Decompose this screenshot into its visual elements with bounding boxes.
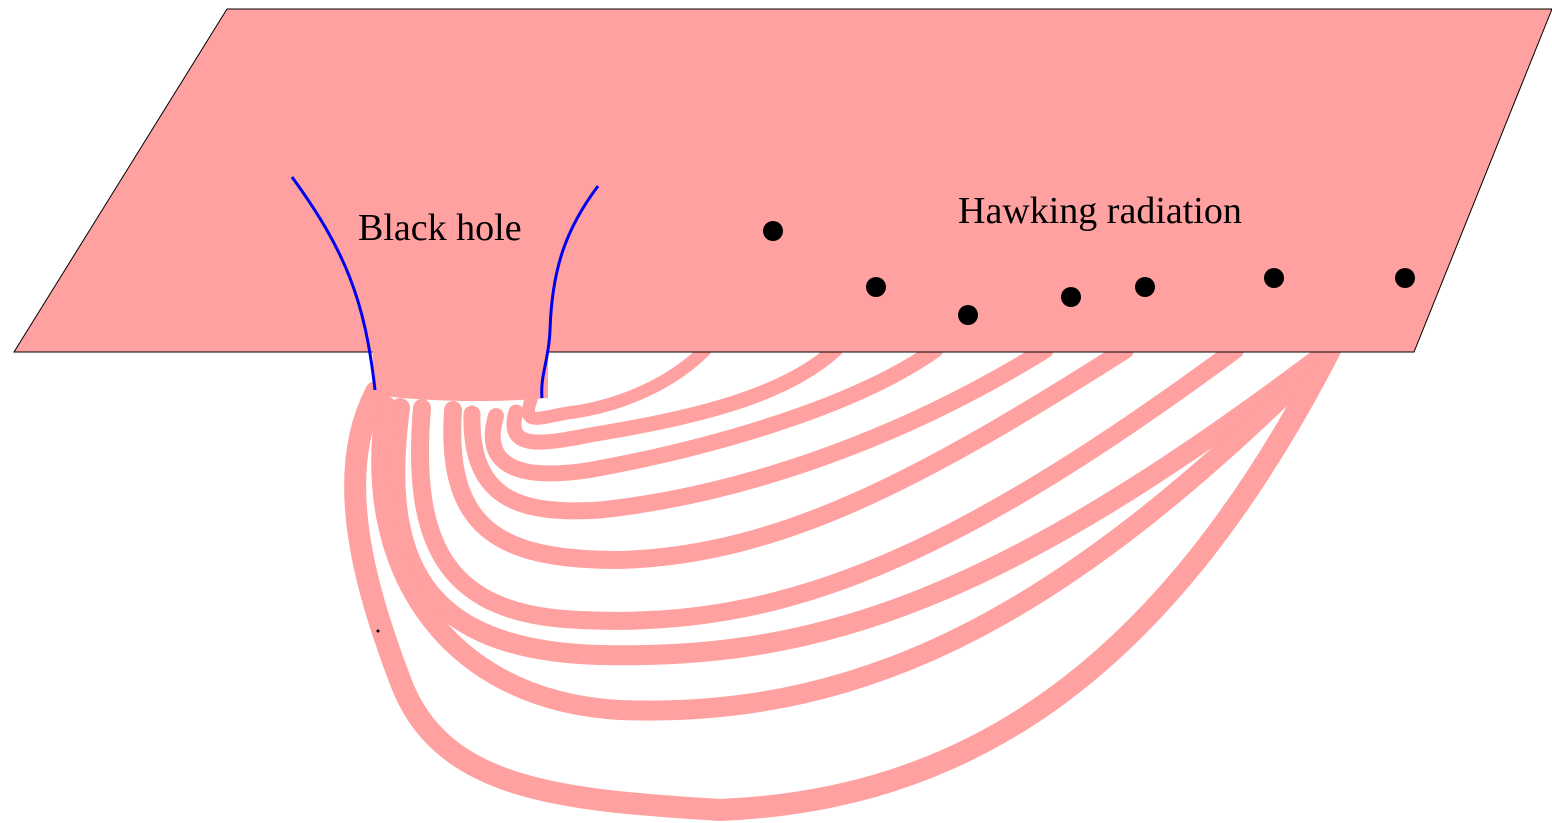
wormhole-tube-8 bbox=[371, 340, 1340, 721]
wormhole-tube-1 bbox=[521, 343, 712, 425]
radiation-particle-2 bbox=[866, 277, 886, 297]
wormhole-tube-3 bbox=[484, 342, 943, 482]
wormhole-tube-9 bbox=[344, 339, 1341, 821]
black-hole-label: Black hole bbox=[358, 207, 522, 249]
radiation-particle-6 bbox=[1264, 268, 1284, 288]
wormhole-tube-4 bbox=[463, 341, 1054, 520]
wormhole-tube-7 bbox=[385, 340, 1340, 666]
radiation-particle-4 bbox=[1061, 287, 1081, 307]
hawking-radiation-label: Hawking radiation bbox=[958, 190, 1242, 232]
wormhole-tubes bbox=[344, 339, 1341, 821]
wormhole-tube-2 bbox=[506, 342, 843, 450]
horizon-left-line bbox=[290, 176, 377, 391]
wormhole-tube-6 bbox=[410, 341, 1244, 630]
radiation-particle-8 bbox=[376, 629, 380, 633]
radiation-particle-5 bbox=[1135, 277, 1155, 297]
radiation-particle-3 bbox=[958, 305, 978, 325]
radiation-particles bbox=[763, 221, 1415, 325]
wormhole-tube-5 bbox=[443, 341, 1134, 569]
radiation-particle-7 bbox=[1395, 268, 1415, 288]
black-hole-throat bbox=[372, 348, 548, 402]
radiation-particle-1 bbox=[763, 221, 783, 241]
spacetime-sheet bbox=[13, 8, 1552, 353]
horizon-right-line bbox=[540, 185, 600, 399]
